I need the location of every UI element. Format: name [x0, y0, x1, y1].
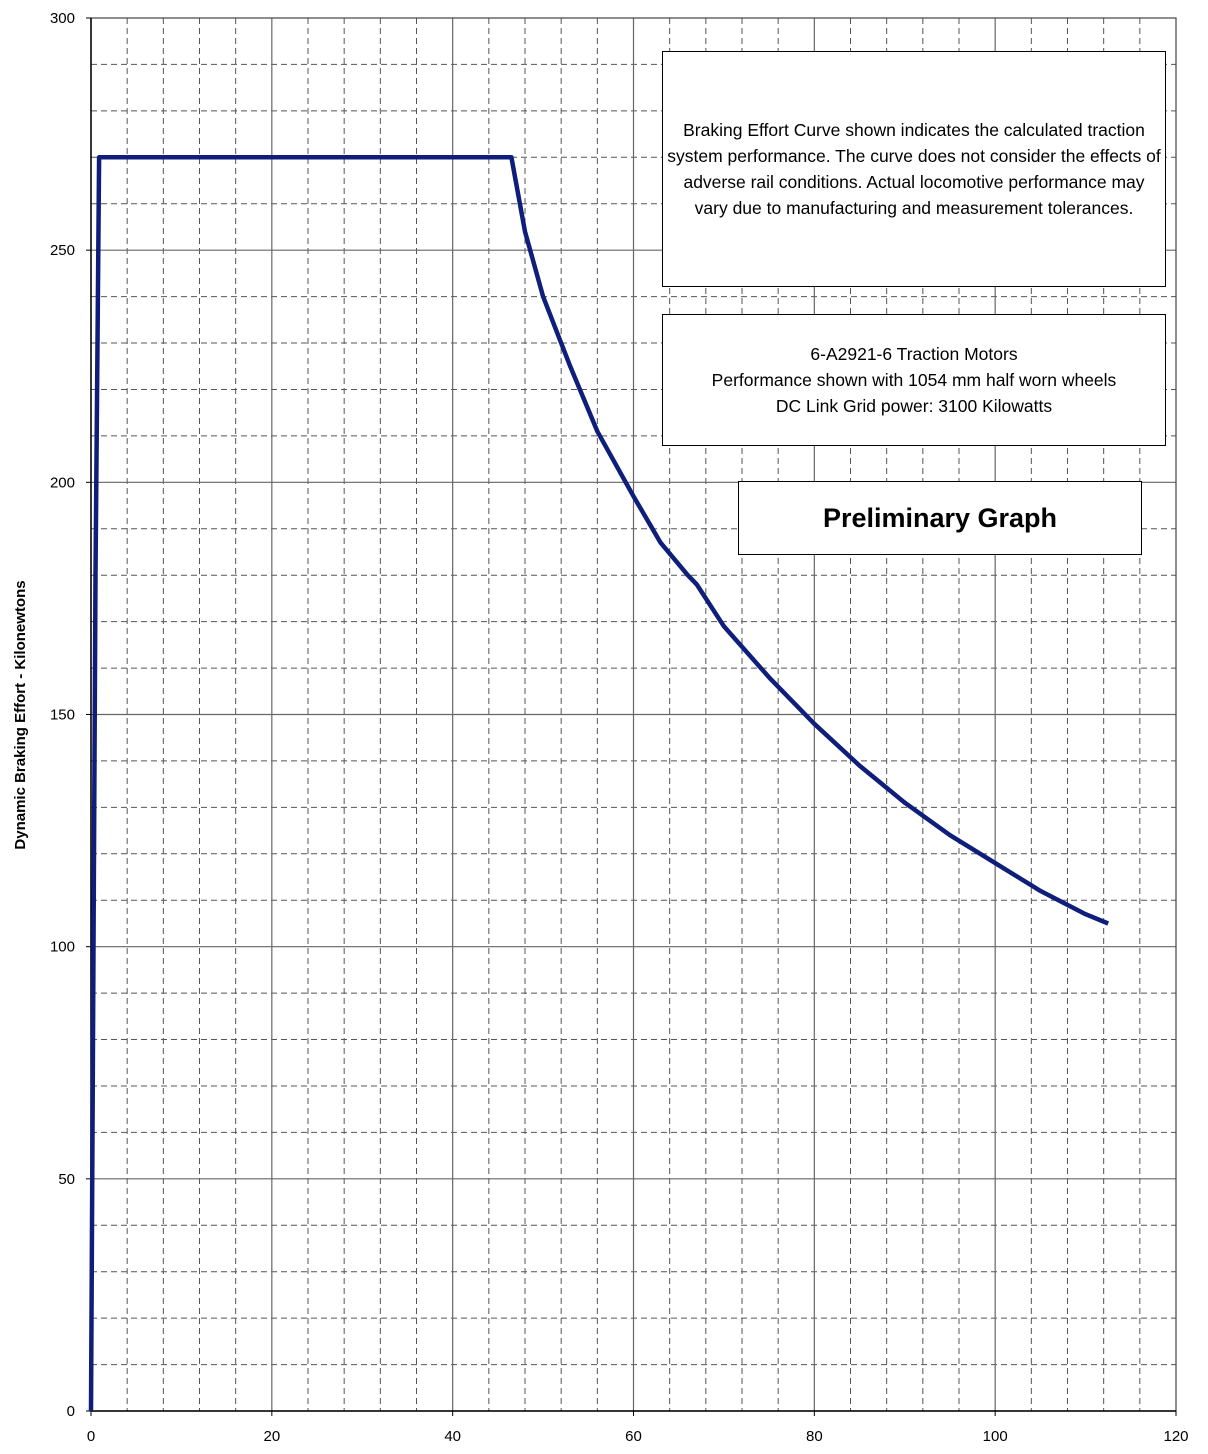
y-tick-label: 50	[58, 1171, 75, 1188]
x-tick-label: 40	[444, 1428, 461, 1445]
y-tick-label: 300	[50, 10, 75, 27]
motor-info-note: 6-A2921-6 Traction Motors Performance sh…	[662, 314, 1166, 446]
motor-info-line-3: DC Link Grid power: 3100 Kilowatts	[775, 396, 1053, 416]
x-tick-label: 80	[806, 1428, 823, 1445]
y-tick-label: 150	[50, 707, 75, 724]
x-tick-label: 20	[263, 1428, 280, 1445]
preliminary-graph-note: Preliminary Graph	[738, 481, 1142, 555]
y-tick-label: 0	[67, 1403, 75, 1420]
braking-effort-curve	[88, 155, 1110, 1412]
y-tick-label: 250	[50, 242, 75, 259]
x-tick-label: 0	[87, 1428, 95, 1445]
motor-info-line-2: Performance shown with 1054 mm half worn…	[711, 370, 1117, 390]
y-tick-label: 100	[50, 939, 75, 956]
y-axis-label: Dynamic Braking Effort - Kilonewtons	[12, 580, 29, 849]
major-grid	[91, 18, 1176, 1411]
y-tick-labels: 0 50 100 150 200 250 300	[50, 10, 91, 1420]
x-tick-label: 100	[983, 1428, 1008, 1445]
disclaimer-text: Braking Effort Curve shown indicates the…	[667, 120, 1161, 218]
disclaimer-note: Braking Effort Curve shown indicates the…	[662, 51, 1166, 287]
x-tick-label: 60	[625, 1428, 642, 1445]
x-tick-label: 120	[1163, 1428, 1188, 1445]
preliminary-graph-text: Preliminary Graph	[822, 502, 1058, 533]
x-tick-labels: 0 20 40 60 80 100 120	[87, 1411, 1189, 1445]
y-tick-label: 200	[50, 474, 75, 491]
motor-info-line-1: 6-A2921-6 Traction Motors	[810, 344, 1018, 364]
